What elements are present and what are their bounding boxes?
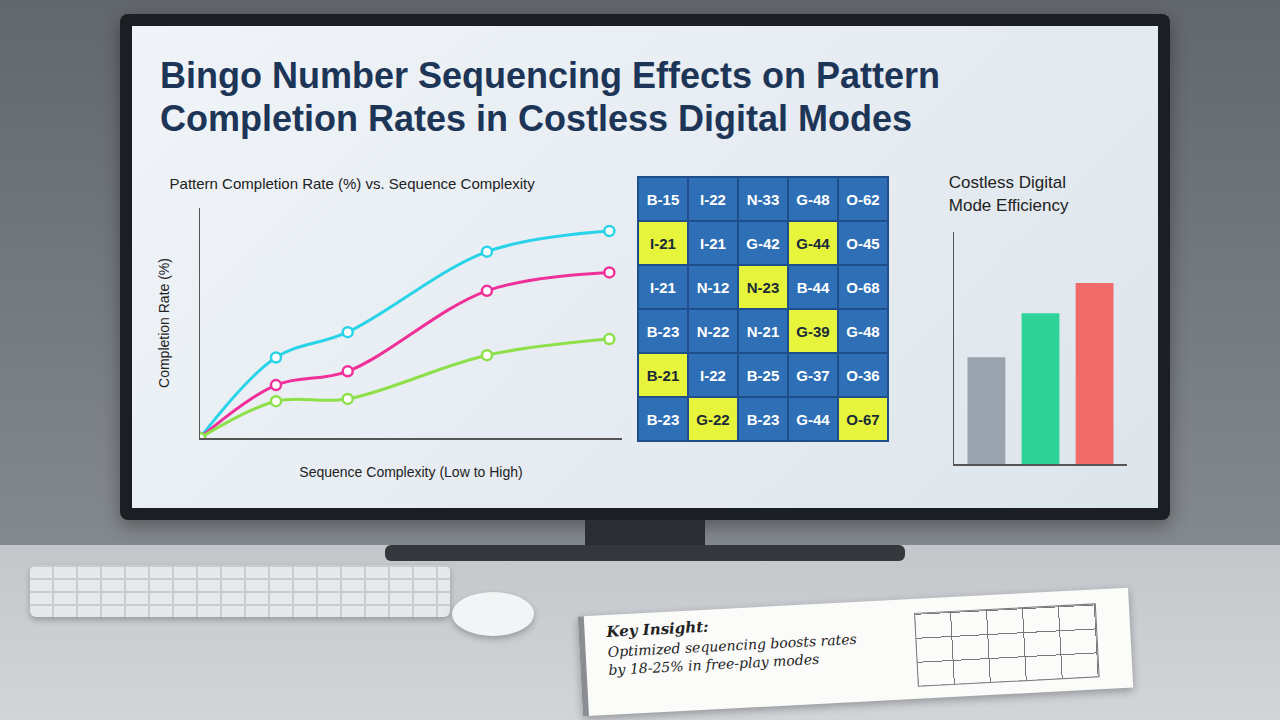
html-text:B-25: B-25 xyxy=(746,366,780,384)
html-text:B-23: B-23 xyxy=(746,410,780,428)
html-text:O-62: O-62 xyxy=(846,190,880,208)
html-text:O-45: O-45 xyxy=(846,234,880,252)
html-text:I-22: I-22 xyxy=(700,366,726,384)
html-text:B-44: B-44 xyxy=(796,278,830,296)
html-text:O-67: O-67 xyxy=(846,410,880,428)
html-text:Optimized sequencing boosts ra: Optimized sequencing boosts rates by 18-… xyxy=(607,630,857,678)
html-text:Bingo Number Sequencing Effect: Bingo Number Sequencing Effects on Patte… xyxy=(160,55,941,140)
svg-text:Pattern Completion Rate (%) vs: Pattern Completion Rate (%) vs. Sequence… xyxy=(170,175,536,192)
html-text:I-21: I-21 xyxy=(700,234,726,252)
html-text:N-23: N-23 xyxy=(746,278,780,296)
html-text:O-36: O-36 xyxy=(846,366,880,384)
html-text:G-48: G-48 xyxy=(846,322,880,340)
html-text:G-22: G-22 xyxy=(696,410,730,428)
html-text:N-12: N-12 xyxy=(696,278,730,296)
svg-text:Costless DigitalMode Efficienc: Costless DigitalMode Efficiency xyxy=(949,173,1069,214)
html-text:I-21: I-21 xyxy=(650,234,676,252)
html-text:N-33: N-33 xyxy=(746,190,780,208)
html-text:B-23: B-23 xyxy=(646,322,680,340)
svg-text:Sequence Complexity (Low to Hi: Sequence Complexity (Low to High) xyxy=(299,464,522,480)
html-text:B-21: B-21 xyxy=(646,366,680,384)
html-text:G-42: G-42 xyxy=(746,234,780,252)
html-text:B-23: B-23 xyxy=(646,410,680,428)
html-text:N-22: N-22 xyxy=(696,322,730,340)
html-text:I-22: I-22 xyxy=(700,190,726,208)
html-text:N-21: N-21 xyxy=(746,322,780,340)
svg-text:Completion Rate (%): Completion Rate (%) xyxy=(156,258,172,388)
html-text:I-21: I-21 xyxy=(650,278,676,296)
html-text:G-44: G-44 xyxy=(796,234,830,252)
html-text:G-37: G-37 xyxy=(796,366,830,384)
html-text:Key Insight:: Key Insight: xyxy=(606,617,710,641)
html-text:O-68: O-68 xyxy=(846,278,880,296)
html-text:G-44: G-44 xyxy=(796,410,830,428)
html-text:G-48: G-48 xyxy=(796,190,830,208)
html-text:B-15: B-15 xyxy=(646,190,680,208)
html-text:G-39: G-39 xyxy=(796,322,830,340)
